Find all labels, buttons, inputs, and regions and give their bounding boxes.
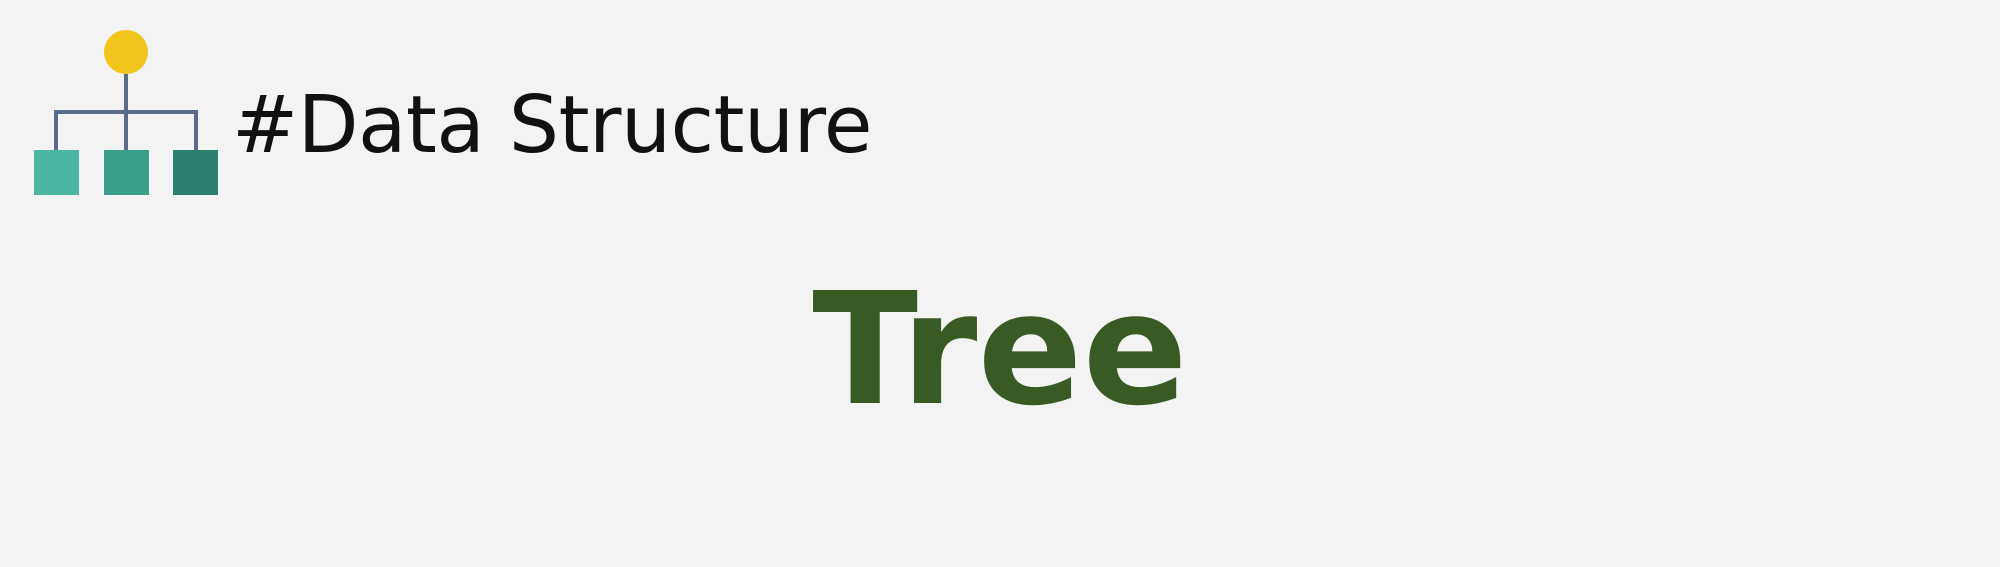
header-title: #Data Structure	[232, 79, 872, 171]
connector-lines	[54, 72, 198, 158]
page-title: Tree	[812, 259, 1188, 440]
tree-hierarchy-icon	[34, 28, 220, 198]
child-node-2	[104, 150, 149, 195]
child-node-1	[34, 150, 79, 195]
root-node	[104, 30, 148, 74]
child-node-3	[173, 150, 218, 195]
